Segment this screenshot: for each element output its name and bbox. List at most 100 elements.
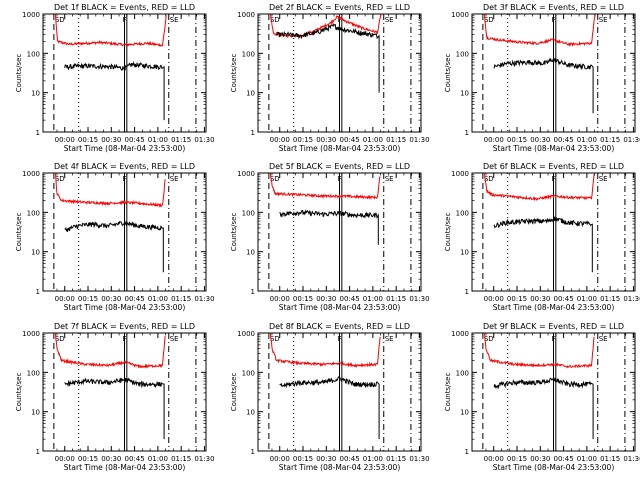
x-tick-label: 00:00 <box>270 295 290 303</box>
panel-1: Det 1f BLACK = Events, RED = LLD 1 10 100 10… <box>15 3 215 153</box>
marker-label: SD <box>484 16 494 24</box>
x-axis-label: Start Time (08-Mar-04 23:53:00) <box>493 463 615 472</box>
y-tick-label: 1000 <box>22 170 40 178</box>
x-axis-label: Start Time (08-Mar-04 23:53:00) <box>279 144 401 153</box>
y-tick-label: 1000 <box>237 11 255 19</box>
x-tick-label: 01:30 <box>623 455 640 463</box>
panel-8: Det 8f BLACK = Events, RED = LLD 1 10 100 10… <box>230 322 430 472</box>
x-tick-label: 01:15 <box>386 136 406 144</box>
y-tick-label: 1 <box>465 448 469 456</box>
y-tick-label: 1 <box>465 288 469 296</box>
panel-2: Det 2f BLACK = Events, RED = LLD 1 10 100 10… <box>230 3 430 153</box>
panel-9: Det 9f BLACK = Events, RED = LLD 1 10 100 10… <box>444 322 640 472</box>
y-tick-label: 1000 <box>451 11 469 19</box>
marker-label: F <box>338 335 342 343</box>
y-axis-label: Counts/sec <box>444 54 452 93</box>
panel-title: Det 9f BLACK = Events, RED = LLD <box>483 322 624 331</box>
y-axis-label: Counts/sec <box>230 213 238 252</box>
x-tick-label: 00:15 <box>78 295 98 303</box>
marker-label: SE <box>170 175 179 183</box>
x-tick-label: 01:00 <box>148 295 168 303</box>
y-tick-label: 1000 <box>451 170 469 178</box>
y-tick-label: 1 <box>251 129 255 137</box>
y-axis-label: Counts/sec <box>15 213 23 252</box>
panel-3: Det 3f BLACK = Events, RED = LLD 1 10 100 10… <box>444 3 640 153</box>
x-tick-label: 00:45 <box>124 136 144 144</box>
y-tick-label: 1000 <box>237 170 255 178</box>
marker-label: F <box>338 175 342 183</box>
x-axis-label: Start Time (08-Mar-04 23:53:00) <box>64 463 186 472</box>
x-tick-label: 00:15 <box>78 455 98 463</box>
panel-title: Det 5f BLACK = Events, RED = LLD <box>269 162 410 171</box>
x-tick-label: 01:15 <box>600 295 620 303</box>
x-tick-label: 00:45 <box>553 136 573 144</box>
events-series-line <box>493 57 594 114</box>
x-tick-label: 00:15 <box>507 136 527 144</box>
marker-label: SE <box>170 335 179 343</box>
x-axis-label: Start Time (08-Mar-04 23:53:00) <box>279 463 401 472</box>
x-tick-label: 01:30 <box>409 455 429 463</box>
marker-label: F <box>123 16 127 24</box>
y-tick-label: 10 <box>31 409 40 417</box>
panel-title: Det 3f BLACK = Events, RED = LLD <box>483 3 624 12</box>
events-series-line <box>64 377 165 440</box>
x-tick-label: 01:00 <box>148 136 168 144</box>
y-tick-label: 1000 <box>22 11 40 19</box>
y-tick-label: 10 <box>31 249 40 257</box>
y-tick-label: 100 <box>456 209 469 217</box>
x-tick-label: 00:45 <box>553 455 573 463</box>
marker-label: F <box>123 335 127 343</box>
x-axis-label: Start Time (08-Mar-04 23:53:00) <box>493 144 615 153</box>
events-series-line <box>493 377 594 440</box>
y-tick-label: 1 <box>36 448 40 456</box>
marker-label: SD <box>55 16 65 24</box>
x-tick-label: 00:15 <box>78 136 98 144</box>
x-tick-label: 01:15 <box>171 136 191 144</box>
y-axis-label: Counts/sec <box>230 54 238 93</box>
y-tick-label: 1 <box>36 288 40 296</box>
x-axis-label: Start Time (08-Mar-04 23:53:00) <box>493 303 615 312</box>
panel-title: Det 7f BLACK = Events, RED = LLD <box>54 322 195 331</box>
x-tick-label: 01:15 <box>600 136 620 144</box>
panel-4: Det 4f BLACK = Events, RED = LLD 1 10 100 10… <box>15 162 215 312</box>
x-tick-label: 00:45 <box>553 295 573 303</box>
marker-label: SE <box>385 16 394 24</box>
marker-label: F <box>552 16 556 24</box>
x-tick-label: 01:00 <box>363 136 383 144</box>
y-tick-label: 100 <box>456 369 469 377</box>
events-series-line <box>279 376 380 440</box>
y-tick-label: 100 <box>27 369 40 377</box>
x-tick-label: 00:00 <box>484 295 504 303</box>
panel-title: Det 4f BLACK = Events, RED = LLD <box>54 162 195 171</box>
marker-label: SD <box>55 335 65 343</box>
x-tick-label: 00:30 <box>530 295 550 303</box>
lld-series-line <box>269 173 381 200</box>
y-tick-label: 1000 <box>451 330 469 338</box>
y-tick-label: 10 <box>246 90 255 98</box>
x-tick-label: 01:30 <box>194 455 214 463</box>
y-tick-label: 100 <box>27 50 40 58</box>
x-tick-label: 01:15 <box>386 295 406 303</box>
x-tick-label: 00:15 <box>293 455 313 463</box>
y-tick-label: 100 <box>242 209 255 217</box>
y-tick-label: 1 <box>251 288 255 296</box>
x-tick-label: 00:30 <box>101 136 121 144</box>
y-axis-label: Counts/sec <box>15 373 23 412</box>
x-tick-label: 01:15 <box>600 455 620 463</box>
events-series-line <box>64 220 164 273</box>
x-tick-label: 01:30 <box>623 136 640 144</box>
y-tick-label: 10 <box>460 409 469 417</box>
marker-label: SE <box>599 175 608 183</box>
marker-label: SE <box>385 335 394 343</box>
y-tick-label: 100 <box>456 50 469 58</box>
x-tick-label: 00:45 <box>339 455 359 463</box>
panel-title: Det 1f BLACK = Events, RED = LLD <box>54 3 195 12</box>
x-tick-label: 00:15 <box>507 455 527 463</box>
y-tick-label: 1000 <box>22 330 40 338</box>
y-tick-label: 100 <box>27 209 40 217</box>
panel-6: Det 6f BLACK = Events, RED = LLD 1 10 100 10… <box>444 162 640 312</box>
y-axis-label: Counts/sec <box>444 373 452 412</box>
x-tick-label: 00:30 <box>101 295 121 303</box>
